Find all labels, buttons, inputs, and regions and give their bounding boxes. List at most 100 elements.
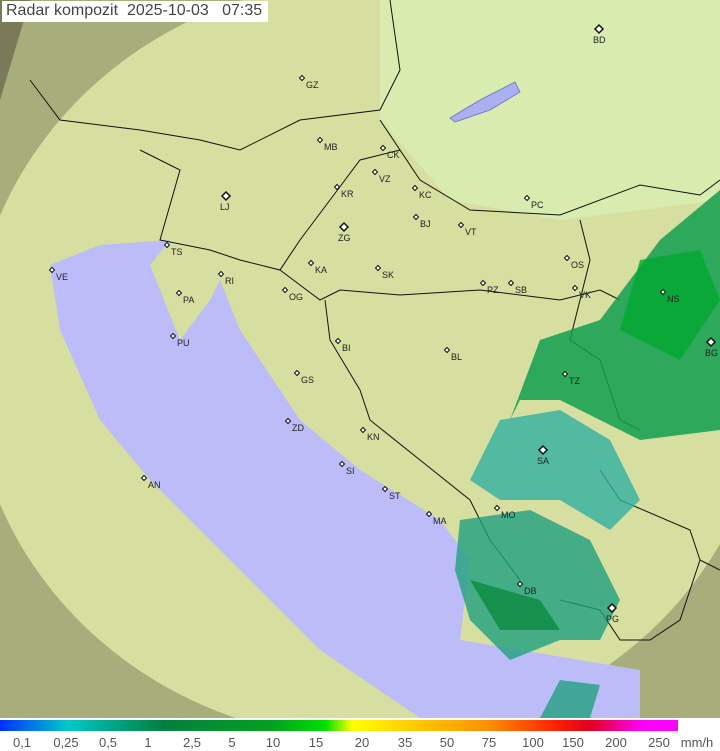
city-label: PZ — [487, 285, 499, 295]
city-label: NS — [667, 294, 680, 304]
city-marker-icon — [359, 426, 367, 434]
city-marker-icon — [537, 444, 549, 456]
city-label: DB — [524, 586, 537, 596]
radar-map: GZ BD MB CK VZ KR KC PC LJ ZG BJ VT TS VE RI KA SK OS PZ SB… — [0, 0, 720, 718]
city-marker-icon — [284, 417, 292, 425]
city-label: KR — [341, 189, 354, 199]
city-markers: GZ BD MB CK VZ KR KC PC LJ ZG BJ VT TS VE RI KA SK OS PZ SB… — [48, 23, 718, 624]
city-marker-icon — [371, 168, 379, 176]
legend-unit: mm/h — [680, 735, 714, 750]
city-marker-icon — [281, 286, 289, 294]
city-marker-icon — [333, 183, 341, 191]
city-marker-icon — [316, 136, 324, 144]
city-marker-icon — [412, 213, 420, 221]
city-label: BD — [593, 35, 606, 45]
city-label: GZ — [306, 80, 319, 90]
city-label: LJ — [220, 202, 230, 212]
city-marker-icon — [220, 190, 232, 202]
city-marker-icon — [48, 266, 56, 274]
city-label: BL — [451, 352, 462, 362]
city-label: TS — [171, 247, 183, 257]
city-label: MB — [324, 142, 338, 152]
city-marker-icon — [217, 270, 225, 278]
radar-echoes — [455, 190, 720, 718]
city-marker-icon — [425, 510, 433, 518]
map-title: Radar kompozit 2025-10-03 07:35 — [2, 1, 269, 22]
city-label: PA — [183, 295, 194, 305]
legend-label: 35 — [397, 735, 413, 750]
city-marker-icon — [293, 369, 301, 377]
legend-label: 100 — [522, 735, 544, 750]
city-marker-icon — [379, 144, 387, 152]
legend-label: 2,5 — [182, 735, 202, 750]
legend-label: 200 — [605, 735, 627, 750]
city-label: MA — [433, 516, 447, 526]
legend-label: 20 — [354, 735, 370, 750]
city-marker-icon — [493, 504, 501, 512]
city-marker-icon — [334, 337, 342, 345]
city-label: TZ — [569, 376, 580, 386]
city-label: ZG — [338, 233, 351, 243]
city-marker-icon — [516, 580, 524, 588]
city-label: MO — [501, 510, 516, 520]
legend-label: 1 — [144, 735, 152, 750]
city-marker-icon — [457, 221, 465, 229]
city-marker-icon — [443, 346, 451, 354]
city-marker-icon — [561, 370, 569, 378]
city-label: SK — [382, 270, 394, 280]
city-label: PC — [531, 200, 544, 210]
city-marker-icon — [563, 254, 571, 262]
city-marker-icon — [507, 279, 515, 287]
city-label: OG — [289, 292, 303, 302]
adriatic-sea — [50, 240, 640, 718]
city-marker-icon — [298, 74, 306, 82]
city-marker-icon — [374, 264, 382, 272]
city-label: PU — [177, 338, 190, 348]
city-label: SA — [537, 456, 549, 466]
legend-label: 10 — [265, 735, 281, 750]
legend-label: 150 — [562, 735, 584, 750]
city-label: VE — [56, 272, 68, 282]
city-marker-icon — [571, 284, 579, 292]
city-label: SB — [515, 285, 527, 295]
city-marker-icon — [140, 474, 148, 482]
city-marker-icon — [175, 289, 183, 297]
legend-label: 0,25 — [53, 735, 79, 750]
legend-label: 75 — [481, 735, 497, 750]
city-marker-icon — [307, 259, 315, 267]
lake-balaton — [449, 81, 521, 123]
city-marker-icon — [593, 23, 605, 35]
city-label: PG — [606, 614, 619, 624]
city-label: SI — [346, 466, 355, 476]
city-label: BJ — [420, 219, 431, 229]
city-marker-icon — [338, 460, 346, 468]
city-marker-icon — [338, 221, 350, 233]
legend-label: 15 — [308, 735, 324, 750]
city-label: BG — [705, 348, 718, 358]
city-label: CK — [387, 150, 400, 160]
city-label: VT — [465, 227, 477, 237]
city-marker-icon — [606, 602, 618, 614]
legend-color-scale — [0, 720, 678, 731]
legend-label: 5 — [228, 735, 236, 750]
city-marker-icon — [659, 288, 667, 296]
city-label: VZ — [379, 174, 391, 184]
city-label: RI — [225, 276, 234, 286]
city-marker-icon — [523, 194, 531, 202]
city-label: BI — [342, 343, 351, 353]
city-marker-icon — [169, 332, 177, 340]
city-label: GS — [301, 375, 314, 385]
city-label: KA — [315, 265, 327, 275]
city-marker-icon — [163, 241, 171, 249]
city-label: OS — [571, 260, 584, 270]
city-label: ST — [389, 491, 401, 501]
city-marker-icon — [705, 336, 717, 348]
city-label: KC — [419, 190, 432, 200]
city-label: VK — [579, 290, 591, 300]
city-marker-icon — [479, 279, 487, 287]
city-label: ZD — [292, 423, 304, 433]
legend-label: 0,1 — [12, 735, 32, 750]
city-label: AN — [148, 480, 161, 490]
legend-label: 250 — [648, 735, 670, 750]
